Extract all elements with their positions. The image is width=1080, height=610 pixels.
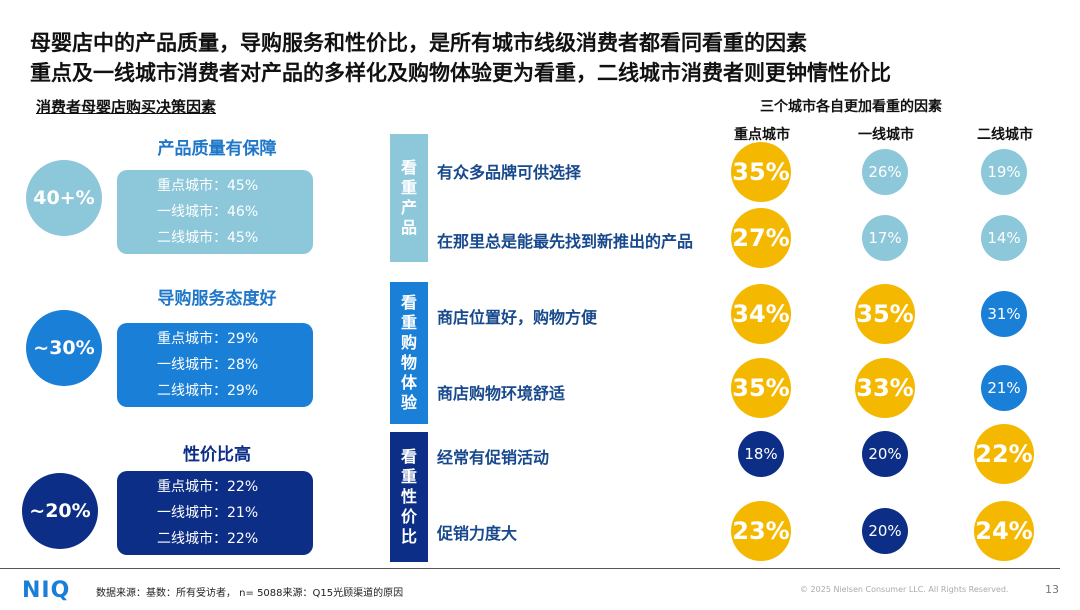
factor-badge-value: ~20%	[22, 473, 98, 549]
row-label: 有众多品牌可供选择	[437, 163, 582, 182]
factor-line: 二线城市：29%	[157, 383, 259, 399]
percent-circle: 34%	[731, 284, 791, 344]
niq-logo: NIQ	[22, 578, 71, 603]
factor-line: 一线城市：28%	[157, 357, 259, 373]
title-line-2: 重点及一线城市消费者对产品的多样化及购物体验更为看重，二线城市消费者则更钟情性价…	[30, 61, 891, 85]
percent-circle: 18%	[738, 431, 784, 477]
percent-circle: 35%	[855, 284, 915, 344]
row-label: 在那里总是能最先找到新推出的产品	[437, 232, 694, 251]
row-label: 商店购物环境舒适	[437, 384, 566, 403]
percent-circle: 19%	[981, 149, 1027, 195]
right-section-header: 三个城市各自更加看重的因素	[760, 99, 942, 115]
category-experience: 看重购物体验	[390, 282, 428, 424]
percent-circle: 26%	[862, 149, 908, 195]
percent-circle: 33%	[855, 358, 915, 418]
percent-circle: 31%	[981, 291, 1027, 337]
footer-divider	[0, 568, 1060, 569]
row-label: 商店位置好，购物方便	[437, 308, 598, 327]
factor-badge-quality: 40+%	[26, 160, 102, 236]
percent-circle: 24%	[974, 501, 1034, 561]
factor-line: 重点城市：29%	[157, 331, 259, 347]
factor-line: 重点城市：22%	[157, 479, 259, 495]
percent-circle: 14%	[981, 215, 1027, 261]
percent-circle: 35%	[731, 142, 791, 202]
copyright: © 2025 Nielsen Consumer LLC. All Rights …	[800, 585, 1009, 594]
percent-circle: 17%	[862, 215, 908, 261]
column-header: 一线城市	[858, 127, 914, 143]
column-header: 二线城市	[977, 127, 1033, 143]
factor-box-value: 重点城市：22% 一线城市：21% 二线城市：22%	[117, 471, 313, 555]
factor-line: 一线城市：46%	[157, 204, 259, 220]
category-product: 看重产品	[390, 134, 428, 262]
percent-circle: 21%	[981, 365, 1027, 411]
factor-title-service: 导购服务态度好	[157, 289, 277, 309]
factor-line: 二线城市：22%	[157, 531, 259, 547]
factor-line: 二线城市：45%	[157, 230, 259, 246]
factor-title-quality: 产品质量有保障	[157, 139, 277, 159]
percent-circle: 20%	[862, 431, 908, 477]
percent-circle: 20%	[862, 508, 908, 554]
factor-title-value: 性价比高	[183, 445, 251, 465]
title-line-1: 母婴店中的产品质量，导购服务和性价比，是所有城市线级消费者都看同看重的因素	[30, 31, 807, 55]
row-label: 促销力度大	[437, 524, 518, 543]
left-section-header: 消费者母婴店购买决策因素	[36, 98, 217, 116]
percent-circle: 27%	[731, 208, 791, 268]
row-label: 经常有促销活动	[437, 448, 550, 467]
percent-circle: 23%	[731, 501, 791, 561]
factor-line: 一线城市：21%	[157, 505, 259, 521]
factor-line: 重点城市：45%	[157, 178, 259, 194]
page-number: 13	[1045, 583, 1059, 596]
percent-circle: 35%	[731, 358, 791, 418]
column-header: 重点城市	[734, 127, 790, 143]
factor-badge-service: ~30%	[26, 310, 102, 386]
page-title: 母婴店中的产品质量，导购服务和性价比，是所有城市线级消费者都看同看重的因素 重点…	[30, 28, 1060, 88]
category-value: 看重性价比	[390, 432, 428, 562]
source-note: 数据来源：基数：所有受访者， n= 5088来源：Q15光顾渠道的原因	[96, 588, 404, 599]
factor-box-quality: 重点城市：45% 一线城市：46% 二线城市：45%	[117, 170, 313, 254]
factor-box-service: 重点城市：29% 一线城市：28% 二线城市：29%	[117, 323, 313, 407]
percent-circle: 22%	[974, 424, 1034, 484]
